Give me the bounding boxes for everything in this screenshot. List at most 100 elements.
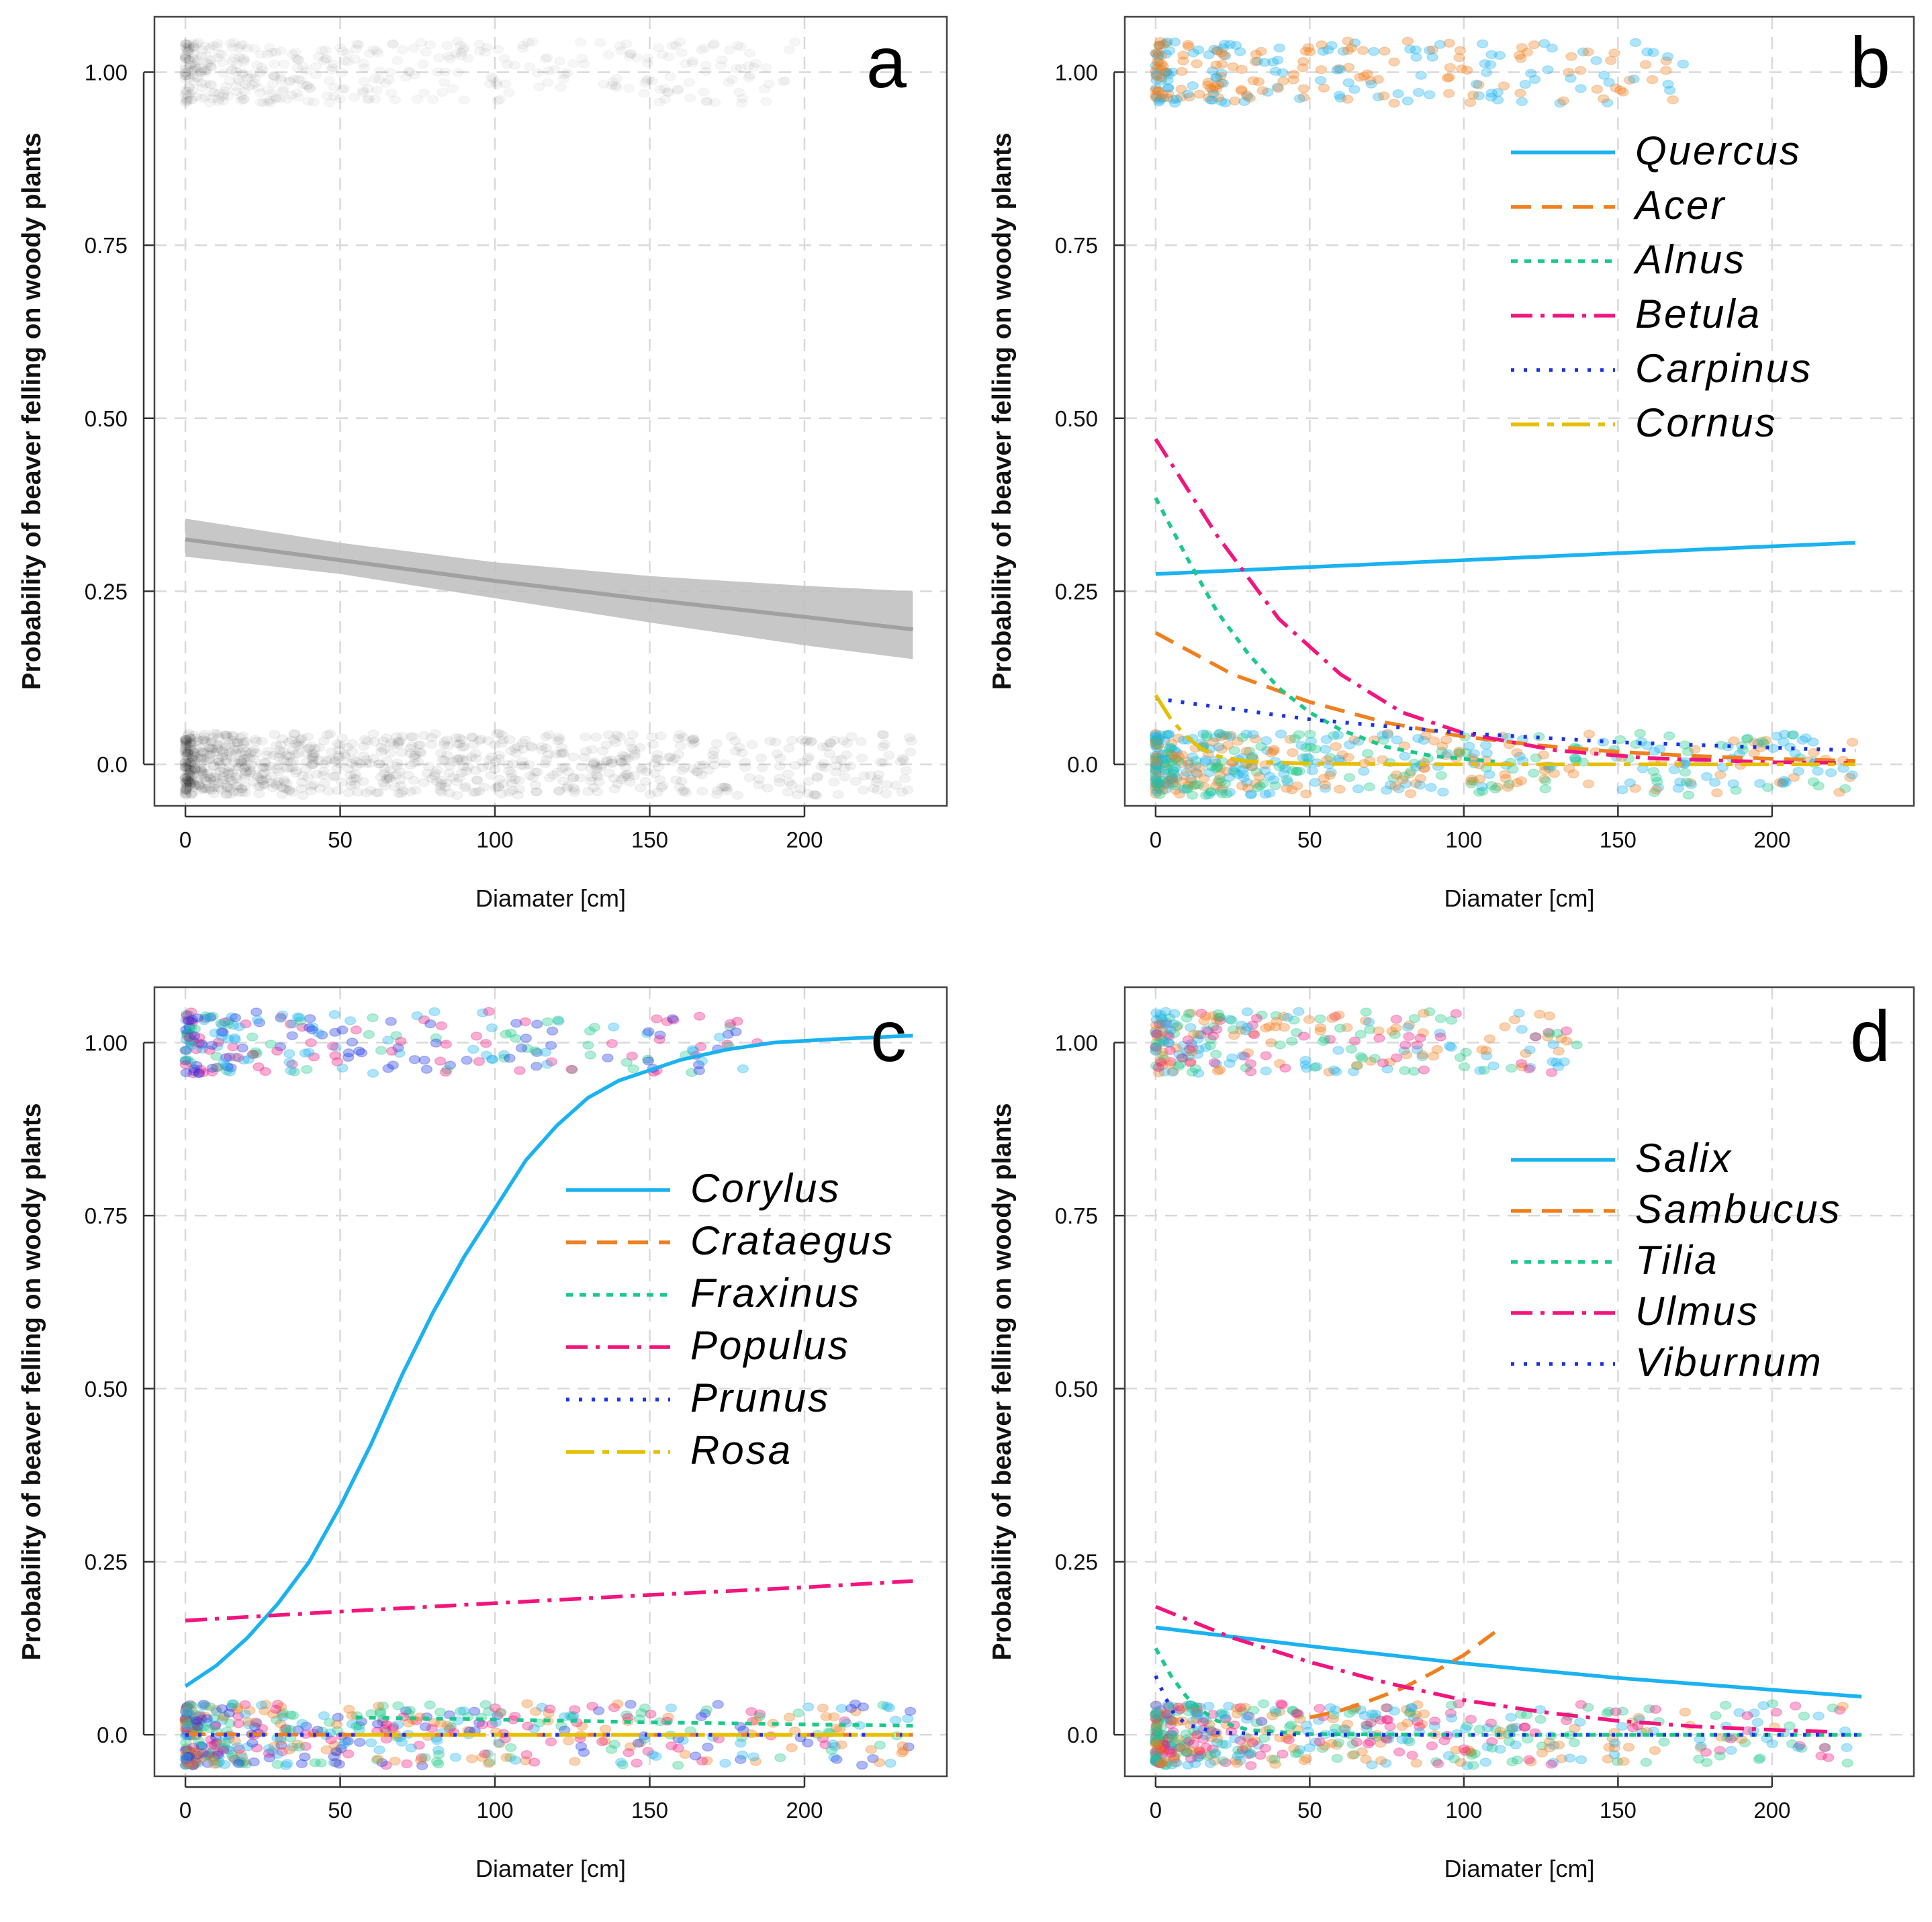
data-point — [1487, 1061, 1500, 1070]
data-point — [525, 741, 537, 751]
data-point — [326, 66, 337, 74]
data-point — [1365, 1718, 1377, 1728]
data-point — [580, 747, 592, 756]
data-point — [1150, 1008, 1162, 1018]
data-point — [743, 74, 754, 82]
data-point — [425, 733, 438, 743]
data-point — [1511, 747, 1523, 758]
data-point — [736, 748, 748, 758]
data-point — [1807, 777, 1820, 786]
data-point — [385, 68, 396, 77]
data-point — [1414, 780, 1426, 790]
data-point — [281, 764, 293, 773]
data-point — [281, 778, 293, 788]
data-point — [420, 1064, 433, 1074]
data-point — [1216, 59, 1228, 69]
data-point — [473, 786, 486, 796]
data-point — [506, 786, 518, 795]
data-point — [590, 770, 603, 780]
data-point — [1711, 788, 1723, 798]
data-point — [259, 1066, 271, 1077]
data-point — [451, 739, 464, 749]
data-point — [426, 739, 438, 749]
data-point — [1281, 777, 1294, 787]
data-point — [557, 776, 569, 786]
data-point — [857, 785, 870, 795]
data-point — [1172, 756, 1185, 766]
data-point — [307, 756, 319, 765]
data-point — [1215, 48, 1228, 58]
data-point — [250, 748, 262, 758]
data-point — [473, 1056, 486, 1066]
data-point — [1557, 96, 1569, 105]
data-point — [753, 774, 766, 784]
panel-c-x-axis-label: Diamater [cm] — [475, 1855, 626, 1882]
data-point — [817, 1703, 829, 1713]
data-point — [351, 1721, 363, 1731]
data-point — [1150, 1726, 1163, 1736]
data-point — [1289, 733, 1301, 743]
data-point — [1680, 757, 1692, 766]
data-point — [432, 1749, 445, 1759]
data-point — [256, 736, 268, 746]
data-point — [360, 754, 373, 764]
data-point — [222, 782, 234, 792]
data-point — [828, 735, 841, 745]
x-tick-label: 150 — [1600, 1798, 1637, 1823]
data-point — [1331, 65, 1343, 75]
data-point — [1537, 750, 1550, 760]
data-point — [206, 737, 218, 747]
data-point — [289, 739, 302, 749]
data-point — [696, 1056, 708, 1066]
data-point — [295, 1759, 308, 1769]
data-point — [489, 739, 501, 749]
data-point — [430, 1038, 443, 1048]
data-point — [455, 768, 468, 778]
data-point — [333, 745, 346, 755]
data-point — [541, 1060, 553, 1069]
data-point — [1582, 47, 1594, 56]
data-point — [1700, 1757, 1713, 1768]
data-point — [183, 758, 195, 767]
data-point — [1227, 62, 1239, 72]
data-point — [342, 1052, 355, 1062]
data-point — [760, 85, 770, 93]
data-point — [183, 1016, 195, 1025]
x-tick-label: 150 — [631, 827, 668, 852]
data-point — [542, 749, 555, 760]
data-point — [255, 774, 267, 784]
data-point — [1575, 83, 1587, 93]
panel-c-label: c — [870, 995, 907, 1077]
data-point — [643, 54, 653, 62]
data-point — [1154, 790, 1166, 799]
data-point — [1727, 779, 1739, 788]
data-point — [439, 1067, 452, 1077]
data-point — [855, 737, 867, 747]
data-point — [179, 773, 192, 783]
data-point — [1412, 733, 1424, 743]
data-point — [672, 1743, 684, 1753]
data-point — [1334, 1023, 1346, 1033]
data-point — [1244, 1067, 1257, 1077]
data-point — [342, 788, 355, 798]
data-point — [1534, 1714, 1547, 1725]
data-point — [545, 1737, 557, 1747]
legend-label-populus: Populus — [690, 1323, 850, 1368]
data-point — [678, 763, 690, 772]
data-point — [1161, 93, 1174, 103]
data-point — [326, 1041, 339, 1051]
data-point — [201, 1714, 213, 1723]
data-point — [1650, 785, 1662, 794]
data-point — [1545, 1759, 1558, 1769]
data-point — [219, 1737, 232, 1747]
data-point — [865, 1745, 877, 1754]
data-point — [397, 786, 410, 796]
data-point — [493, 46, 504, 54]
data-point — [783, 1712, 796, 1722]
data-point — [232, 758, 245, 768]
data-point — [1486, 1743, 1498, 1753]
data-point — [198, 731, 211, 741]
data-point — [529, 1046, 541, 1056]
data-point — [183, 762, 195, 772]
data-point — [302, 732, 314, 741]
